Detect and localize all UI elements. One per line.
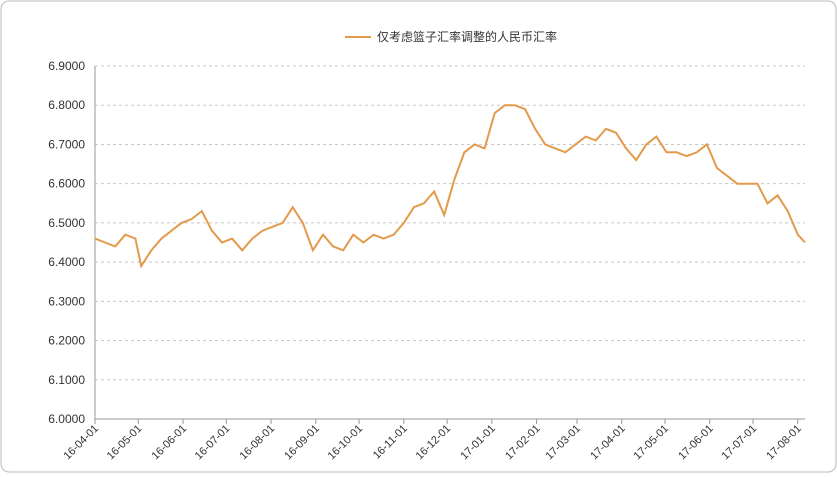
y-tick-label: 6.7000 — [48, 137, 85, 151]
y-tick-label: 6.0000 — [48, 412, 85, 426]
y-tick-label: 6.5000 — [48, 216, 85, 230]
y-tick-label: 6.2000 — [48, 334, 85, 348]
data-line — [94, 104, 806, 269]
y-tick-label: 6.1000 — [48, 373, 85, 387]
y-tick-label: 6.3000 — [48, 294, 85, 308]
y-tick-label: 6.8000 — [48, 98, 85, 112]
y-tick-label: 6.4000 — [48, 255, 85, 269]
y-tick-label: 6.9000 — [48, 59, 85, 73]
y-tick-label: 6.6000 — [48, 177, 85, 191]
legend-label: 仅考虑篮子汇率调整的人民币汇率 — [377, 29, 557, 44]
